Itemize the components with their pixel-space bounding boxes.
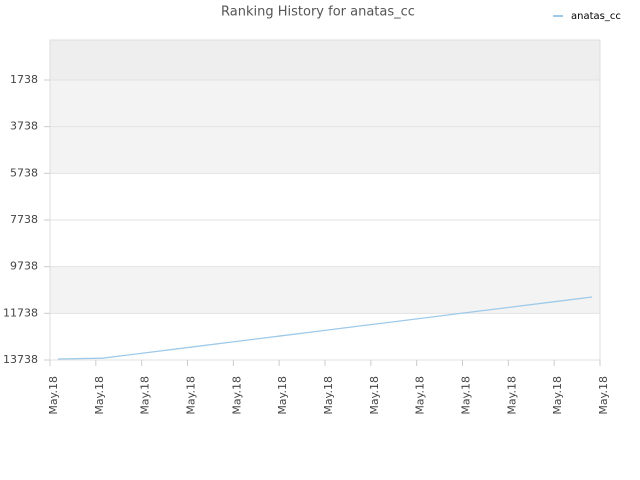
legend-label: anatas_cc [571, 11, 621, 22]
x-tick-label: May.18 [276, 376, 289, 415]
plot-band [50, 173, 600, 220]
x-tick-label: May.18 [460, 376, 473, 415]
x-tick-label: May.18 [505, 376, 518, 415]
x-tick-label: May.18 [414, 376, 427, 415]
y-tick-label: 5738 [10, 166, 38, 179]
plot-band [50, 40, 600, 80]
x-tick-label: May.18 [368, 376, 381, 415]
x-tick-label: May.18 [230, 376, 243, 415]
y-tick-label: 3738 [10, 120, 38, 133]
plot-band [50, 266, 600, 314]
line-series [57, 296, 593, 360]
plot-band [50, 126, 600, 174]
x-tick-label: May.18 [93, 376, 106, 415]
plot-band [50, 219, 600, 267]
plot-band [50, 79, 600, 127]
y-tick-label: 9738 [10, 260, 38, 273]
plot-band [50, 313, 600, 360]
x-tick-label: May.18 [139, 376, 152, 415]
x-tick-label: May.18 [322, 376, 335, 415]
y-tick-label: 1738 [10, 73, 38, 86]
x-tick-label: May.18 [597, 376, 610, 415]
x-tick-label: May.18 [185, 376, 198, 415]
chart-title: Ranking History for anatas_cc [221, 5, 415, 20]
y-tick-label: 11738 [3, 306, 38, 319]
y-tick-label: 7738 [10, 213, 38, 226]
y-tick-label: 13738 [3, 353, 38, 366]
x-tick-label: May.18 [551, 376, 564, 415]
x-tick-label: May.18 [47, 376, 60, 415]
